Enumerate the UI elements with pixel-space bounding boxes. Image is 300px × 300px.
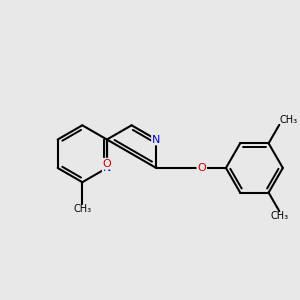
- Text: CH₃: CH₃: [73, 203, 92, 214]
- Text: N: N: [152, 134, 160, 145]
- Text: N: N: [103, 163, 111, 173]
- Text: CH₃: CH₃: [270, 211, 288, 221]
- Text: O: O: [103, 159, 111, 169]
- Text: O: O: [197, 163, 206, 173]
- Text: CH₃: CH₃: [279, 115, 297, 125]
